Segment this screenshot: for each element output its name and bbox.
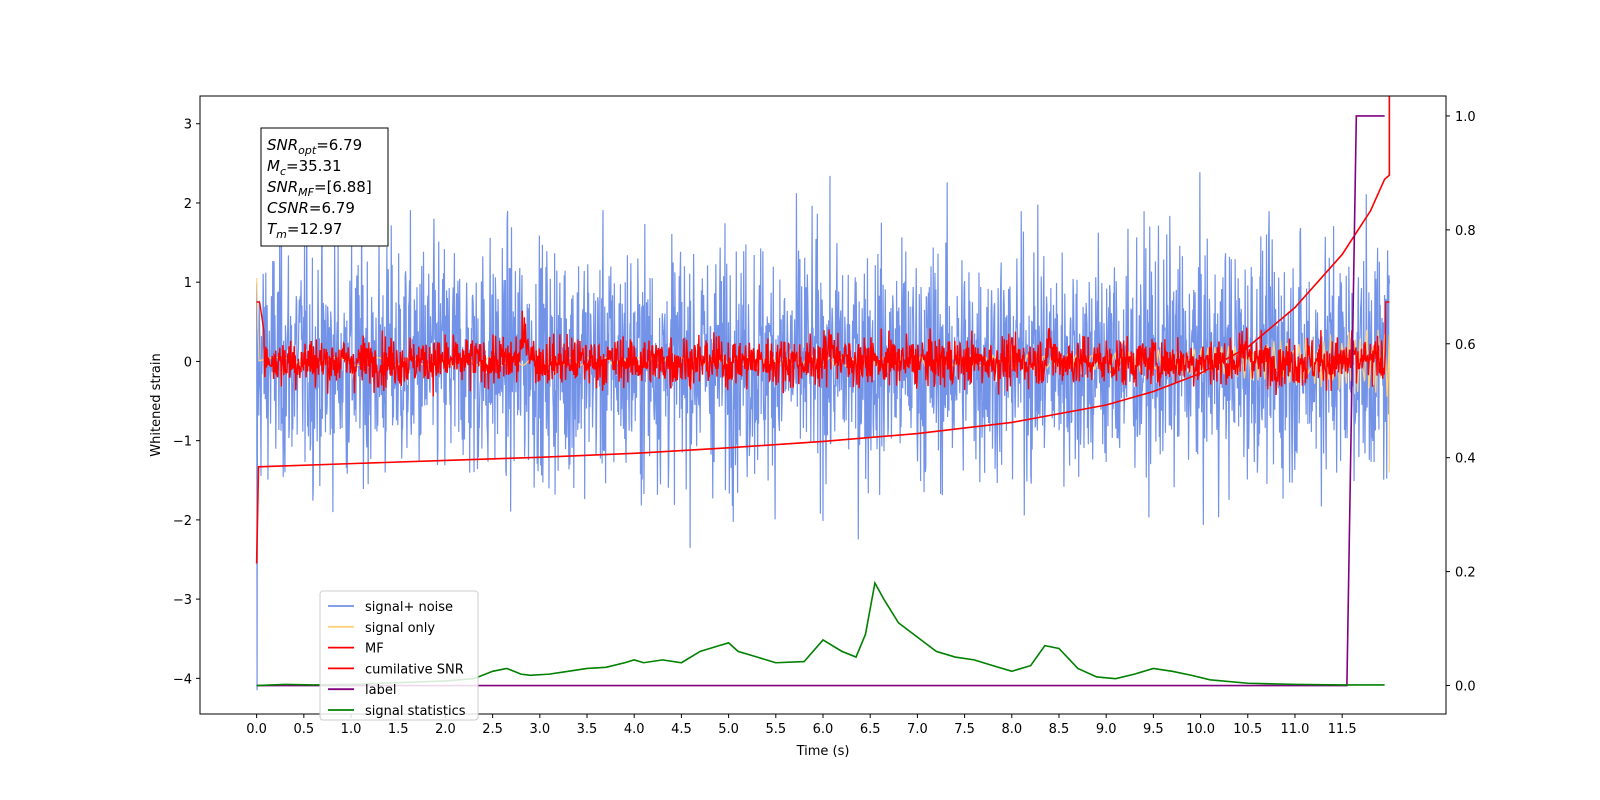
- legend-label: label: [365, 683, 396, 698]
- y2-tick-label: 0.6: [1455, 338, 1476, 353]
- y-tick-label: 2: [184, 197, 192, 212]
- x-tick-label: 11.5: [1328, 722, 1357, 737]
- x-tick-label: 6.5: [860, 722, 881, 737]
- x-tick-label: 10.5: [1233, 722, 1262, 737]
- x-tick-label: 2.5: [482, 722, 503, 737]
- x-tick-label: 5.5: [765, 722, 786, 737]
- y2-tick-label: 0.2: [1455, 566, 1476, 581]
- series-cumulative-snr-line: [255, 96, 1391, 564]
- x-tick-label: 3.5: [577, 722, 598, 737]
- legend-label: signal only: [365, 621, 435, 636]
- legend-label: MF: [365, 642, 384, 657]
- x-tick-label: 5.0: [718, 722, 739, 737]
- plot-area: [255, 96, 1391, 691]
- legend-label: signal statistics: [365, 704, 466, 719]
- annotation-line: SNRopt=6.79: [267, 136, 362, 157]
- x-tick-label: 6.0: [813, 722, 834, 737]
- x-tick-label: 8.5: [1049, 722, 1070, 737]
- x-tick-label: 11.0: [1280, 722, 1309, 737]
- x-tick-label: 10.0: [1186, 722, 1215, 737]
- y2-tick-label: 0.8: [1455, 224, 1476, 239]
- x-tick-label: 3.0: [529, 722, 550, 737]
- annotation-line: Tm=12.97: [267, 220, 342, 241]
- legend-frame: [319, 590, 479, 721]
- x-tick-label: 8.0: [1001, 722, 1022, 737]
- annotation-line: Mc=35.31: [267, 157, 342, 178]
- series-signal-statistics-line: [256, 580, 1385, 687]
- y-tick-label: −1: [173, 435, 192, 450]
- y-tick-label: 3: [184, 118, 192, 133]
- annotation-line: SNRMF=[6.88]: [267, 178, 372, 199]
- x-tick-label: 9.5: [1143, 722, 1164, 737]
- x-tick-label: 1.5: [388, 722, 409, 737]
- x-tick-label: 7.0: [907, 722, 928, 737]
- y2-tick-label: 1.0: [1455, 110, 1476, 125]
- annotation-box: SNRopt=6.79Mc=35.31SNRMF=[6.88]CSNR=6.79…: [260, 127, 389, 247]
- axis-ticks: 0.0 0.5 1.0 1.5 2.0 2.5 3.0 3.5 4.0 4.5 5.0 5.5 6.0 6…: [173, 110, 1476, 737]
- x-tick-label: 4.5: [671, 722, 692, 737]
- legend: signal+ noise signal only MF cumilative SNR…: [319, 590, 479, 721]
- y-tick-label: −3: [173, 593, 192, 608]
- x-tick-label: 7.5: [954, 722, 975, 737]
- y-tick-label: 0: [184, 355, 192, 370]
- x-tick-label: 0.5: [293, 722, 314, 737]
- y-tick-label: −2: [173, 514, 192, 529]
- y2-tick-label: 0.4: [1455, 452, 1476, 467]
- x-tick-label: 9.0: [1096, 722, 1117, 737]
- y-tick-label: 1: [184, 276, 192, 291]
- x-tick-label: 1.0: [341, 722, 362, 737]
- annotation-line: CSNR=6.79: [267, 199, 355, 217]
- legend-label: signal+ noise: [365, 600, 453, 615]
- y-axis-label: Whitened strain: [149, 353, 164, 456]
- x-tick-label: 2.0: [435, 722, 456, 737]
- y2-tick-label: 0.0: [1455, 680, 1476, 695]
- y-tick-label: −4: [173, 672, 192, 687]
- annotation-frame: [260, 127, 389, 247]
- series-label-line: [256, 115, 1385, 687]
- x-tick-label: 4.0: [624, 722, 645, 737]
- legend-label: cumilative SNR: [365, 662, 464, 677]
- x-axis-label: Time (s): [796, 744, 850, 759]
- x-tick-label: 0.0: [246, 722, 267, 737]
- series-mf-line: [256, 301, 1390, 397]
